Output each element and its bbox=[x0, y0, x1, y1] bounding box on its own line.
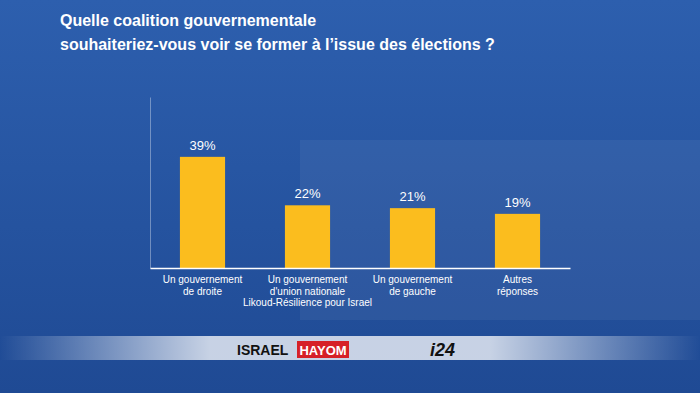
bar bbox=[180, 157, 225, 268]
x-tick-label: Un gouvernementd'union nationaleLikoud-R… bbox=[243, 274, 372, 308]
x-tick: Un gouvernementd'union nationaleLikoud-R… bbox=[243, 268, 372, 308]
y-axis-line bbox=[150, 98, 151, 269]
x-tick: Un gouvernementde droite bbox=[163, 268, 243, 297]
bar bbox=[390, 208, 435, 268]
bar bbox=[495, 214, 540, 268]
bars bbox=[180, 157, 540, 268]
title: Quelle coalition gouvernementalesouhaite… bbox=[60, 12, 495, 53]
x-axis: Un gouvernementde droiteUn gouvernementd… bbox=[151, 268, 571, 308]
logo-text: HAYOM bbox=[299, 343, 346, 358]
data-label: 21% bbox=[399, 189, 425, 204]
background bbox=[0, 0, 700, 393]
x-tick: Un gouvernementde gauche bbox=[373, 268, 453, 297]
x-tick-label: Autresréponses bbox=[497, 274, 538, 297]
logo-box bbox=[297, 341, 349, 358]
data-label: 22% bbox=[294, 186, 320, 201]
x-tick-label: Un gouvernementde gauche bbox=[373, 274, 453, 297]
bar bbox=[285, 205, 330, 268]
x-tick-label: Un gouvernementde droite bbox=[163, 274, 243, 297]
data-labels: 39% 22% 21% 19% bbox=[189, 138, 530, 210]
y-axis bbox=[150, 98, 152, 269]
data-label: 19% bbox=[504, 195, 530, 210]
logo-text: i24 bbox=[430, 340, 455, 360]
chart-svg: Quelle coalition gouvernementalesouhaite… bbox=[0, 0, 700, 393]
logo-text: ISRAEL bbox=[237, 342, 289, 358]
footer-band bbox=[0, 336, 700, 360]
x-axis-line bbox=[151, 268, 571, 270]
decor-building bbox=[300, 140, 700, 320]
footer-logos: ISRAEL HAYOM i24 bbox=[237, 340, 455, 360]
data-label: 39% bbox=[189, 138, 215, 153]
x-tick: Autresréponses bbox=[497, 268, 538, 297]
